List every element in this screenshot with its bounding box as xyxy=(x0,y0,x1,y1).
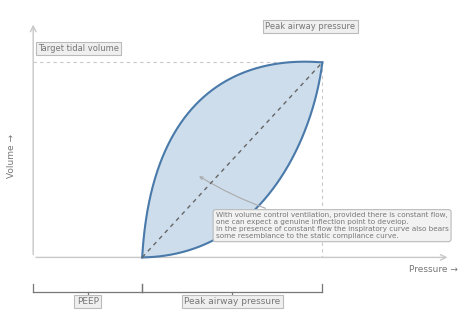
Text: PEEP: PEEP xyxy=(77,297,99,306)
Text: Peak airway pressure: Peak airway pressure xyxy=(265,22,356,31)
Text: Peak airway pressure: Peak airway pressure xyxy=(184,297,281,306)
Text: Volume →: Volume → xyxy=(8,134,16,178)
Text: With volume control ventilation, provided there is constant flow,
one can expect: With volume control ventilation, provide… xyxy=(200,177,448,239)
Text: Target tidal volume: Target tidal volume xyxy=(38,44,119,53)
Text: Pressure →: Pressure → xyxy=(409,266,458,274)
Polygon shape xyxy=(142,62,322,257)
